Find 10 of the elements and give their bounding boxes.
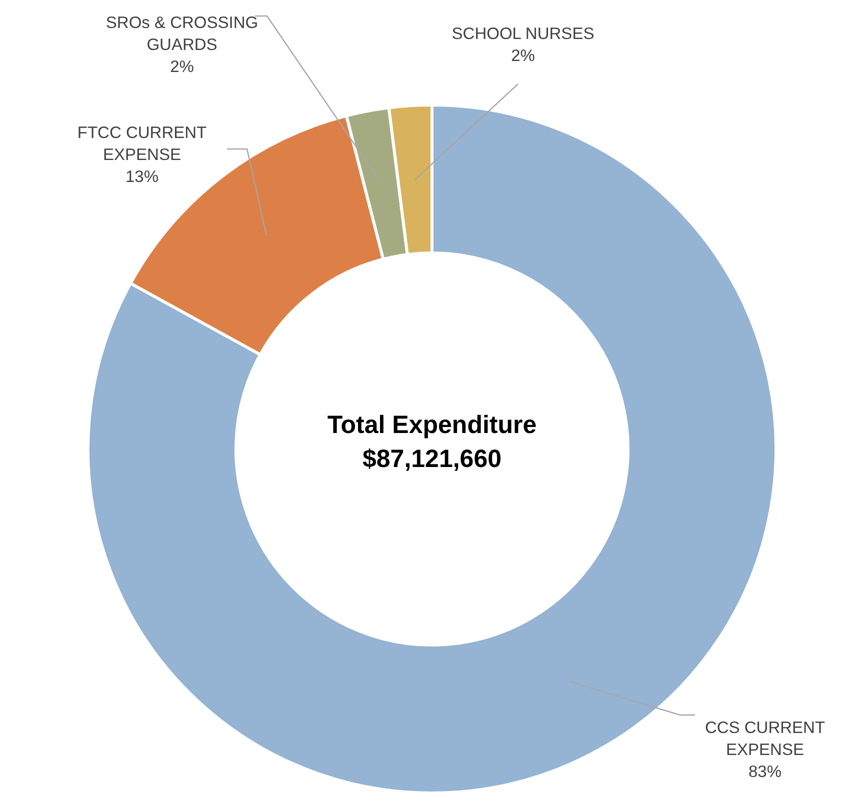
data-label: 13% (125, 168, 159, 186)
slice-label: SCHOOL NURSES (452, 25, 594, 43)
data-label: 2% (170, 58, 194, 76)
data-label: 2% (511, 47, 536, 65)
slice-label: CCS CURRENT EXPENSE (704, 719, 826, 759)
text: Total Expenditure (327, 411, 537, 439)
slice-label: SROs & CROSSING GUARDS (106, 14, 258, 54)
text: $87,121,660 (362, 445, 502, 473)
slice-label: FTCC CURRENT EXPENSE (77, 124, 207, 164)
data-label: 83% (748, 763, 782, 781)
